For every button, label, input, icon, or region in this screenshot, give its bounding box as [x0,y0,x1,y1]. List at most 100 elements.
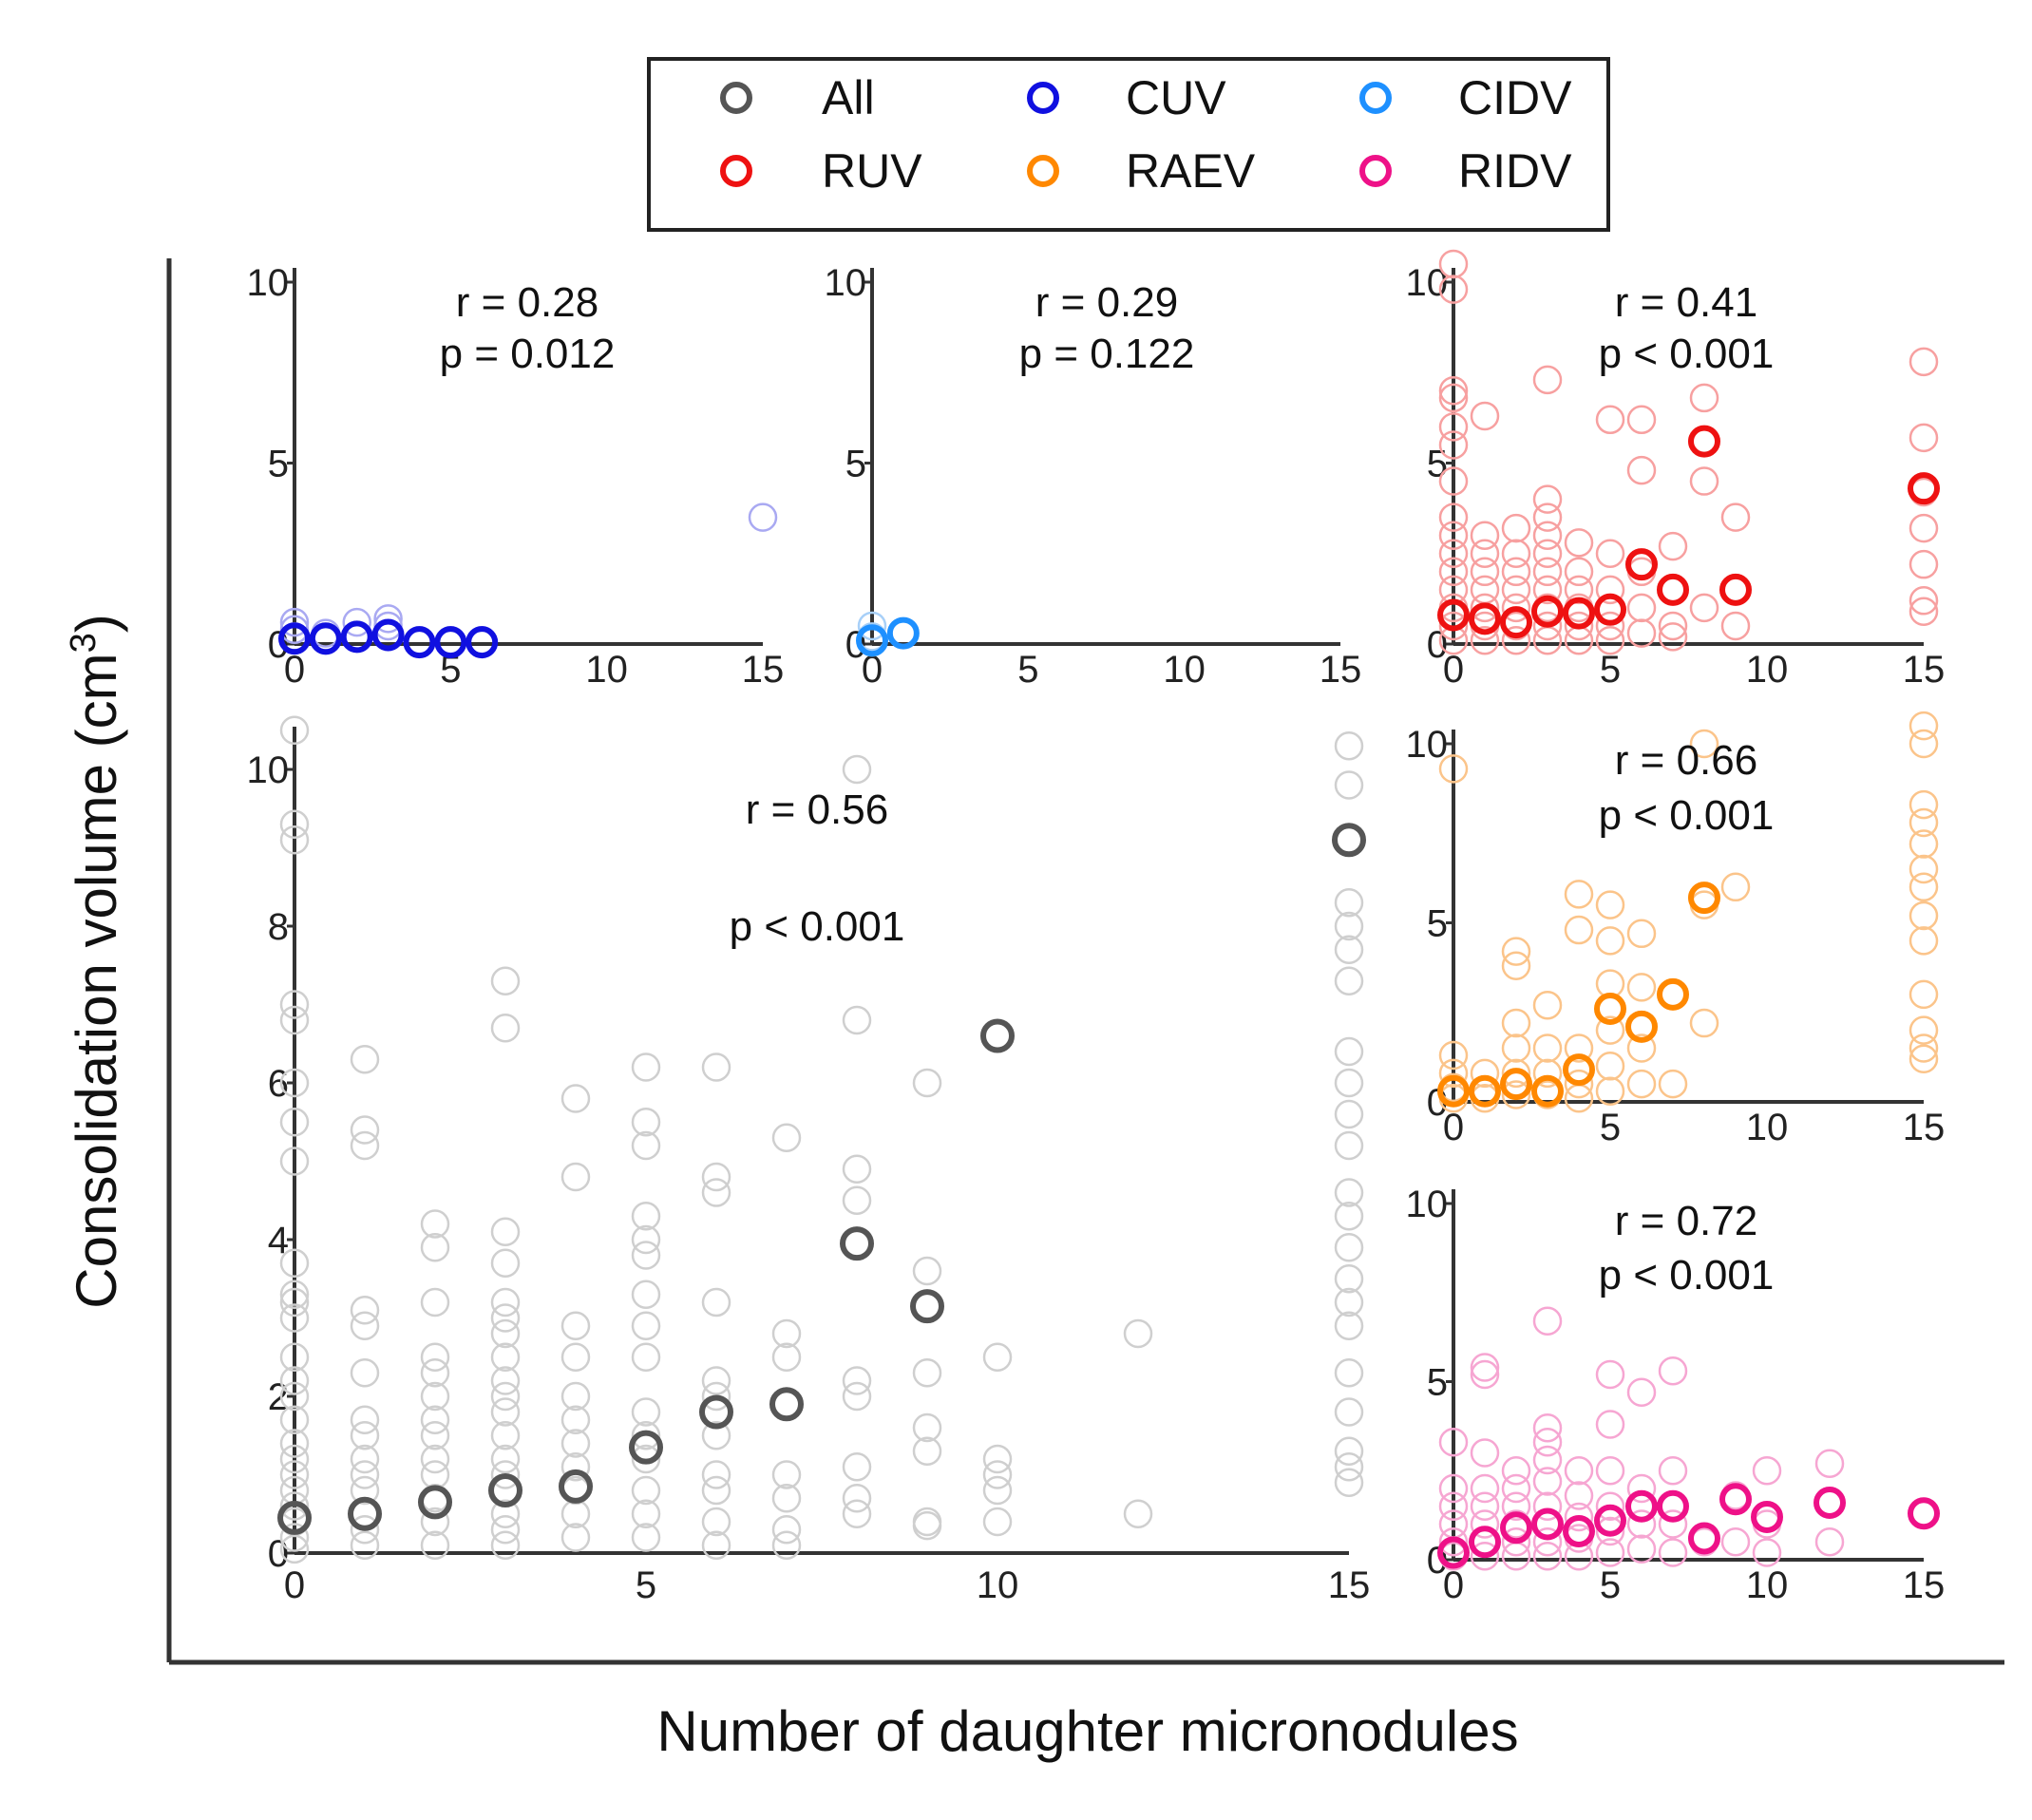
panel-all-point [842,754,872,785]
panel-all-point [982,1444,1013,1474]
panel-ruv-point [1470,593,1500,623]
panel-all-point [631,1224,661,1255]
panel-ridv-point [1532,1428,1563,1457]
panel-ridv-point [1564,1456,1594,1486]
panel-ridv-mean-point [1751,1501,1783,1533]
panel-raev-mean-point [1625,1010,1658,1043]
panel-ruv-point [1532,502,1563,532]
panel-all-point [701,1475,731,1506]
panel-all-point [279,1342,310,1372]
panel-ruv-stat-r: r = 0.41 [1615,279,1757,326]
panel-ruv-point [1909,513,1939,543]
panel-raev-point [1532,1033,1563,1063]
panel-all-point [350,1405,380,1434]
panel-ruv-point [1532,557,1563,587]
panel-ridv-point [1595,1538,1625,1567]
panel-all-point [1334,888,1364,918]
panel-ridv-stat-r: r = 0.72 [1615,1198,1757,1244]
panel-all-mean-point [629,1430,663,1465]
panel-all-point [1334,1264,1364,1294]
panel-all-point [982,1460,1013,1489]
panel-all-point [1334,731,1364,761]
panel-ridv-point [1438,1491,1469,1521]
panel-ruv-mean-point [1719,573,1752,606]
panel-all-point [912,1068,942,1098]
panel-ridv-point [1470,1353,1500,1382]
panel-all-point [490,1530,521,1560]
panel-ruv-mean-point [1500,606,1532,639]
panel-ruv-point [1532,365,1563,395]
panel-ridv-mean-point [1688,1522,1720,1555]
panel-raev-point [1564,915,1594,945]
panel-raev-mean-point [1437,1074,1470,1108]
panel-all-point [771,1460,802,1489]
panel-all-point [1334,770,1364,800]
panel-ridv-mean-point [1594,1504,1626,1537]
panel-raev-point [1470,1058,1500,1089]
legend-marker-cuv [1027,82,1059,114]
panel-raev-point [1658,1069,1688,1099]
panel-raev-mean-point [1563,1053,1595,1087]
panel-raev-point [1438,1058,1469,1089]
panel-all-point [842,1005,872,1035]
panel-ridv-point [1532,1413,1563,1443]
panel-raev-point [1564,1033,1594,1063]
panel-all-stat-r: r = 0.56 [746,787,888,833]
panel-ridv-mean-point [1657,1489,1689,1523]
panel-ridv-point [1720,1527,1751,1557]
panel-cuv-mean-point [340,620,373,654]
panel-all-point [350,1460,380,1489]
panel-ruv-point [1909,347,1939,377]
panel-ridv-point [1564,1481,1594,1510]
scatter-panels: 0 5 10 15 0 2 4 6 8 10 r = 0.56 p < 0.001 0 5 10 15 0 5 10… [247,249,1946,1606]
panel-cidv-y-tick: 5 [845,444,866,485]
panel-all-point [1123,1499,1153,1528]
panel-all-point [279,1405,310,1434]
panel-ridv-point [1532,1467,1563,1496]
legend-marker-cidv [1359,82,1392,114]
panel-all-point [631,1523,661,1552]
legend-item-all: All [720,71,875,124]
panel-all-point [279,1248,310,1278]
panel-ruv-point [1470,401,1500,431]
panel-ridv-point [1438,1527,1469,1557]
panel-ruv-point [1438,430,1469,460]
panel-all-point [701,1366,731,1395]
panel-ruv-point [1564,611,1594,641]
panel-raev-point [1501,937,1531,966]
panel-all-x-tick: 5 [636,1564,656,1606]
panel-all-point [279,1147,310,1176]
panel-raev-x-tick: 5 [1600,1107,1621,1148]
panel-cidv-x-tick: 15 [1320,649,1362,691]
panel-ridv-x-tick: 0 [1443,1564,1464,1606]
panel-ridv-point [1595,1410,1625,1439]
panel-ruv-point [1438,611,1469,641]
panel-ruv-point [1532,521,1563,550]
panel-raev-stat-p: p < 0.001 [1599,792,1775,839]
panel-cuv-point [342,607,371,637]
panel-all-point [1334,935,1364,964]
panel-ruv-x-tick: 10 [1746,649,1789,691]
panel-all-point [1334,1397,1364,1427]
panel-all-point [350,1475,380,1506]
panel-all-point [350,1130,380,1161]
panel-all-point [1334,1468,1364,1497]
legend-label-ruv: RUV [822,144,922,198]
panel-raev-point [1501,1080,1531,1109]
panel-all-point [279,1523,310,1552]
legend-marker-ruv [720,155,752,187]
panel-all-point [279,1303,310,1333]
panel-all-point [420,1507,450,1537]
panel-all-mean-point [769,1387,804,1422]
panel-ridv-point [1470,1438,1500,1468]
panel-all-point [631,1241,661,1270]
panel-all-point [560,1084,591,1113]
panel-cidv-x-tick: 5 [1017,649,1038,691]
panel-all-point [1334,1202,1364,1231]
panel-all-point [490,1515,521,1545]
panel-ruv-point [1470,625,1500,655]
panel-all-point [1334,911,1364,941]
panel-raev-point [1909,711,1939,741]
